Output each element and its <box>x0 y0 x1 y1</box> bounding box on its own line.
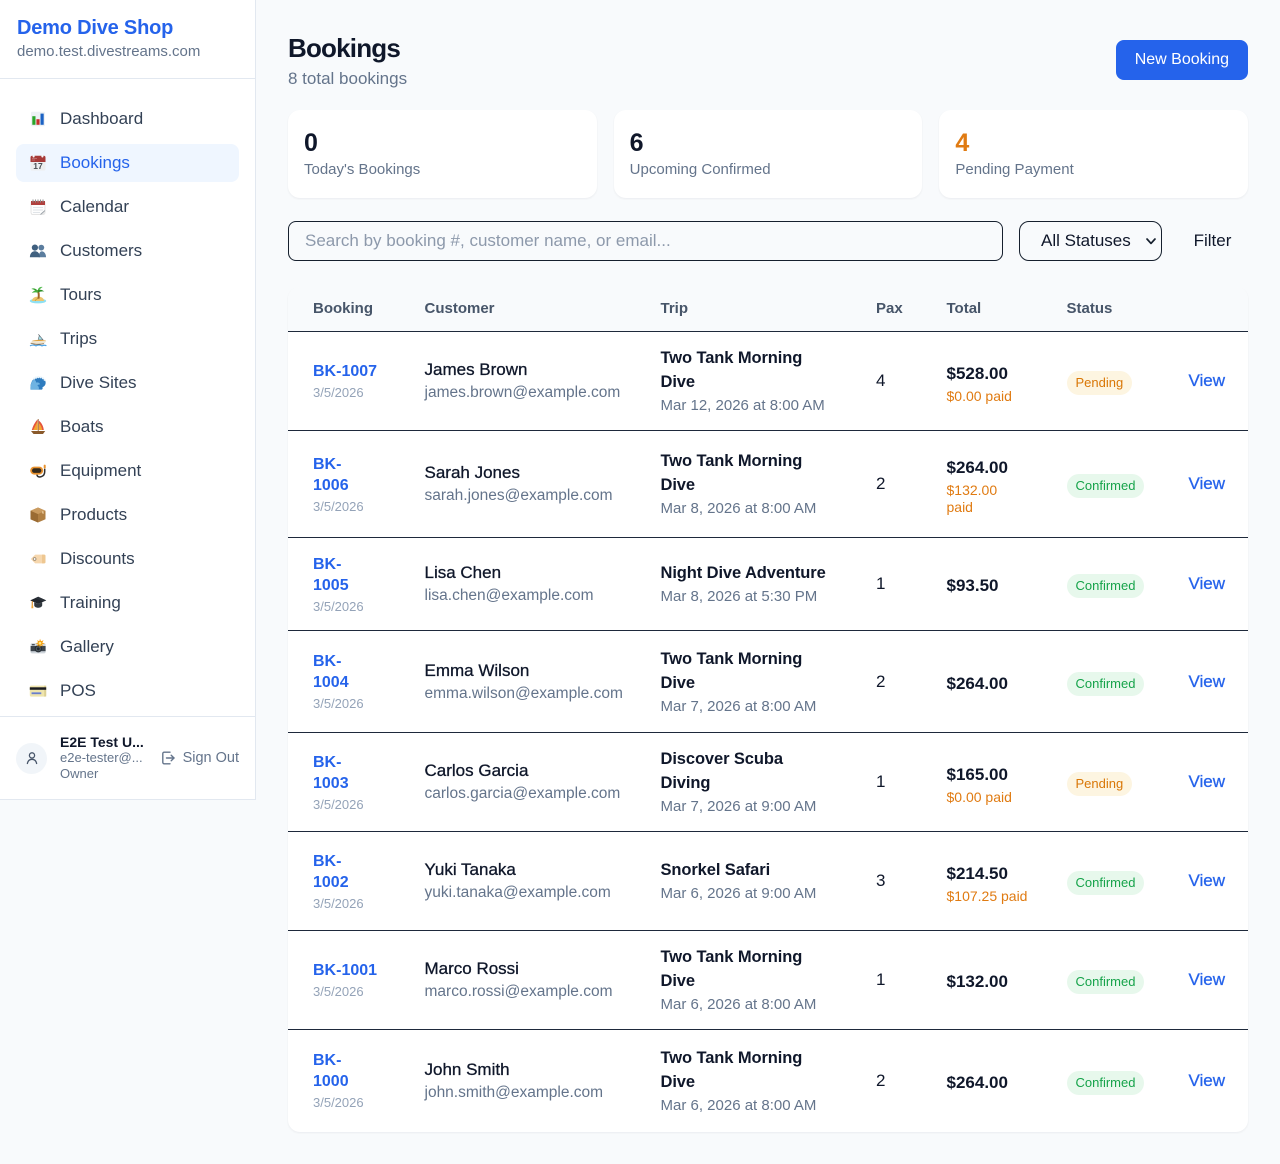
svg-text:17: 17 <box>33 161 43 171</box>
